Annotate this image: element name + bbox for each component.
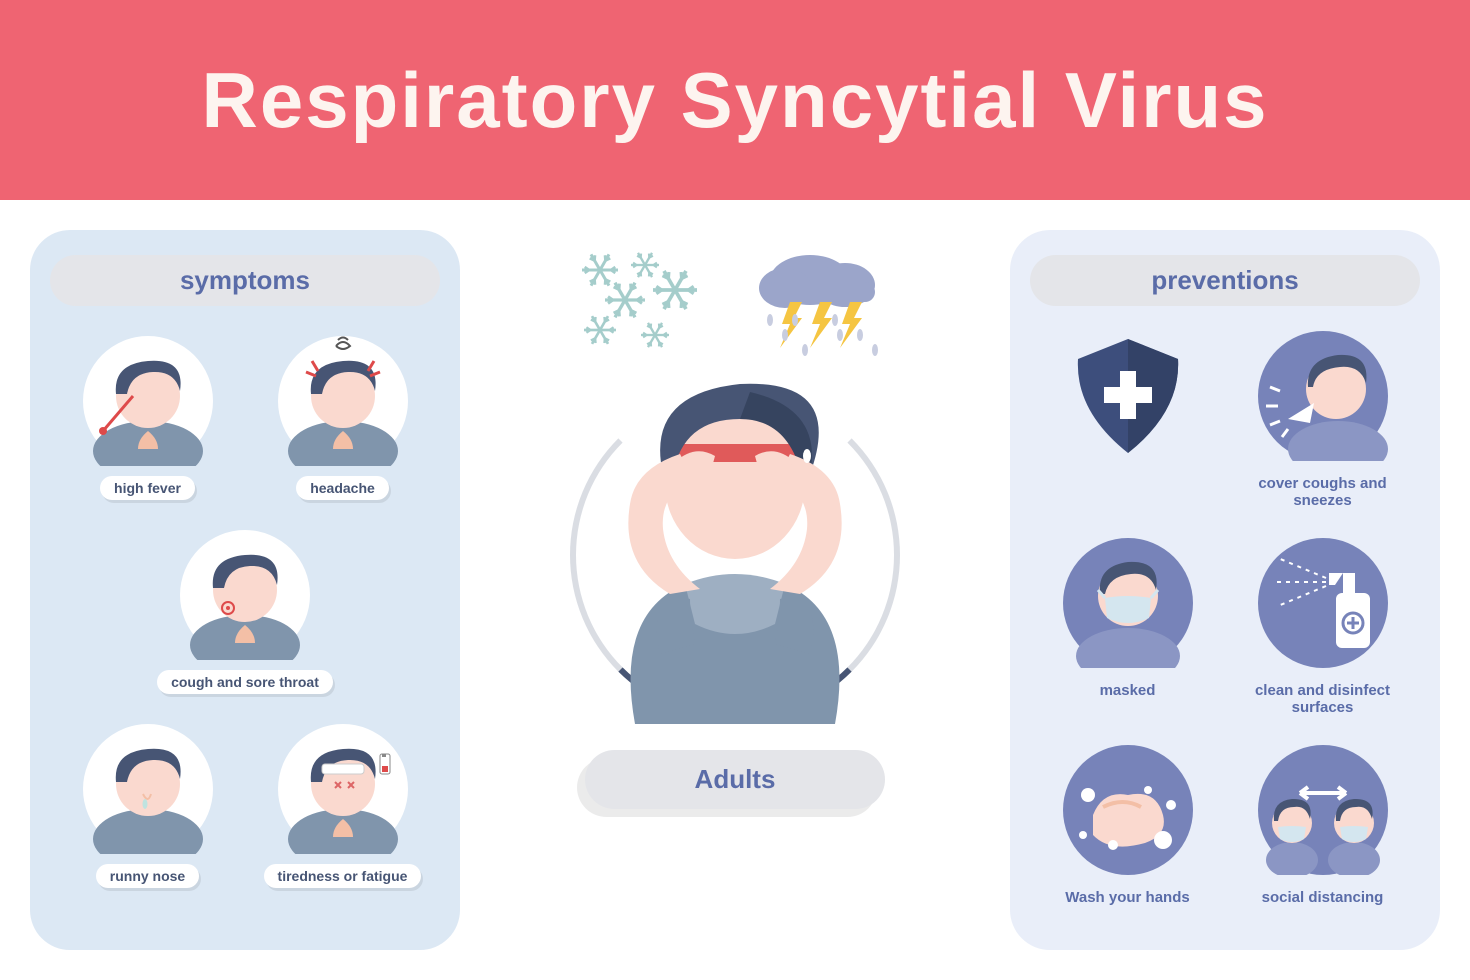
hero-person-icon [575, 364, 895, 724]
weather-icons [570, 240, 900, 370]
page-title: Respiratory Syncytial Virus [201, 55, 1268, 146]
symptom-label: headache [296, 476, 389, 500]
fever-icon [83, 336, 213, 466]
runnynose-icon [83, 724, 213, 854]
symptom-label: tiredness or fatigue [264, 864, 422, 888]
symptoms-panel: symptoms high fever headache cough and s… [30, 230, 460, 950]
distance-icon [1258, 745, 1388, 875]
spray-icon [1258, 538, 1388, 668]
symptom-item: tiredness or fatigue [253, 724, 433, 888]
prevention-item: clean and disinfect surfaces [1233, 538, 1413, 720]
shield-icon [1063, 331, 1193, 461]
fatigue-icon [278, 724, 408, 854]
prevention-label [1114, 471, 1142, 479]
prevention-item: social distancing [1233, 745, 1413, 910]
symptom-label: cough and sore throat [157, 670, 333, 694]
symptom-label: runny nose [96, 864, 199, 888]
prevention-label: masked [1086, 678, 1170, 703]
prevention-label: Wash your hands [1051, 885, 1203, 910]
center-label: Adults [585, 750, 885, 809]
header: Respiratory Syncytial Virus [0, 0, 1470, 200]
headache-icon [278, 336, 408, 466]
prevention-label: clean and disinfect surfaces [1238, 678, 1408, 720]
symptom-item: headache [253, 336, 433, 500]
snowflakes-icon [570, 240, 720, 360]
center-column: Adults [520, 230, 950, 950]
preventions-grid: cover coughs and sneezes masked clean an… [1030, 331, 1420, 910]
symptoms-grid: high fever headache cough and sore throa… [50, 336, 440, 888]
symptom-label: high fever [100, 476, 195, 500]
symptoms-title: symptoms [50, 255, 440, 306]
prevention-item [1038, 331, 1218, 513]
symptom-item: high fever [58, 336, 238, 500]
prevention-item: Wash your hands [1038, 745, 1218, 910]
prevention-item: cover coughs and sneezes [1233, 331, 1413, 513]
prevention-label: cover coughs and sneezes [1238, 471, 1408, 513]
prevention-item: masked [1038, 538, 1218, 720]
prevention-label: social distancing [1248, 885, 1398, 910]
wash-icon [1063, 745, 1193, 875]
symptom-item: cough and sore throat [50, 530, 440, 694]
content-row: symptoms high fever headache cough and s… [0, 200, 1470, 950]
storm-cloud-icon [740, 240, 900, 370]
masked-icon [1063, 538, 1193, 668]
cough-icon [180, 530, 310, 660]
preventions-panel: preventions cover coughs and sneezes mas… [1010, 230, 1440, 950]
hero-ring [570, 390, 900, 720]
preventions-title: preventions [1030, 255, 1420, 306]
sneeze-icon [1258, 331, 1388, 461]
symptom-item: runny nose [58, 724, 238, 888]
